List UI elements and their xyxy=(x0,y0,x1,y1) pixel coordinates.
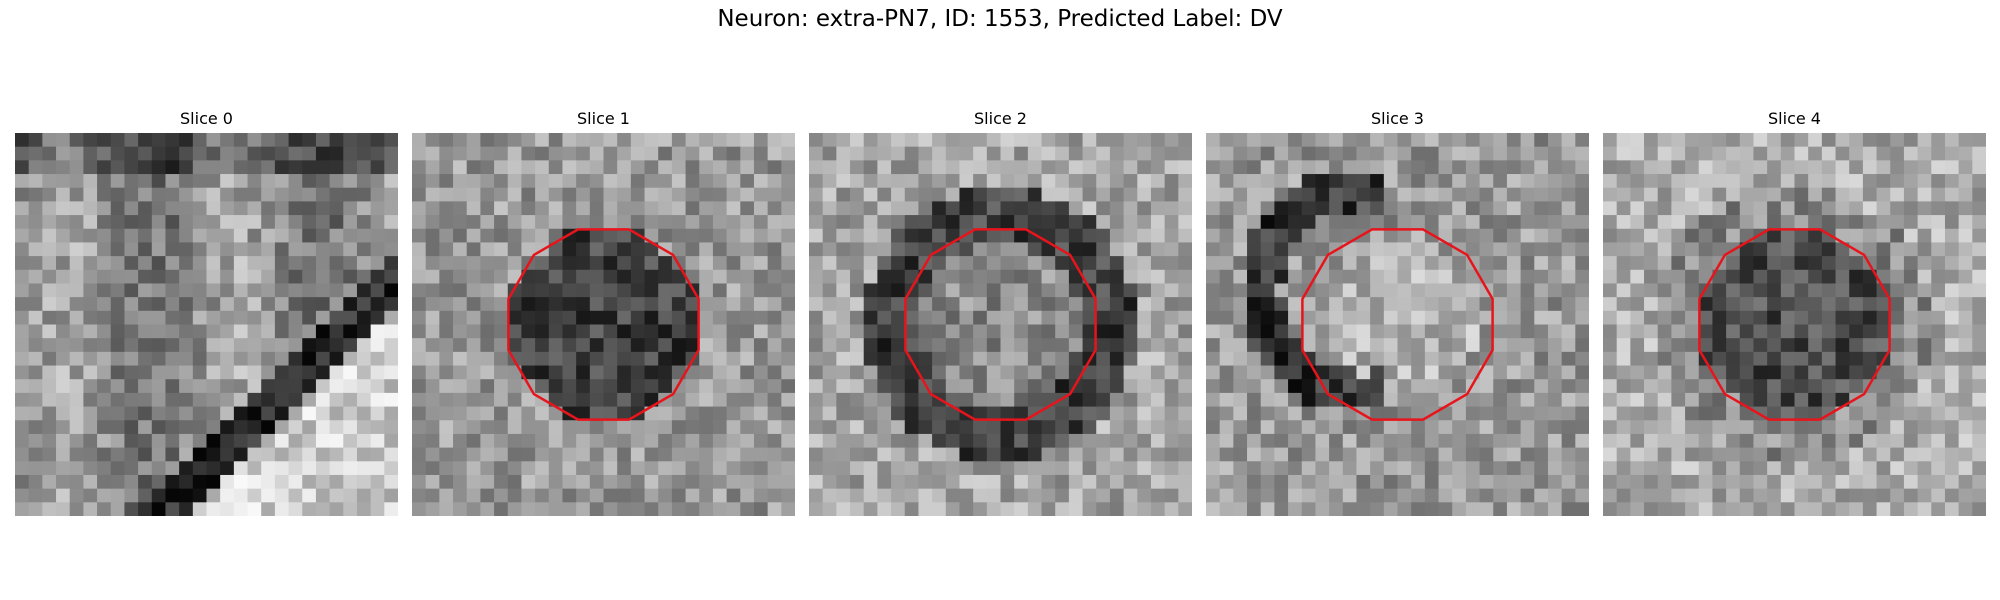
slice-title-3: Slice 3 xyxy=(1371,109,1424,128)
slice-title-1: Slice 1 xyxy=(577,109,630,128)
roi-outline-4 xyxy=(1698,228,1891,421)
roi-outline-3 xyxy=(1301,228,1494,421)
figure-title: Neuron: extra-PN7, ID: 1553, Predicted L… xyxy=(717,6,1283,32)
roi-outline-2 xyxy=(904,228,1097,421)
slice-title-0: Slice 0 xyxy=(180,109,233,128)
slice-image-1 xyxy=(412,133,795,516)
slice-image-2 xyxy=(809,133,1192,516)
slice-image-4 xyxy=(1603,133,1986,516)
slice-panel-1: Slice 1 xyxy=(412,108,795,516)
slice-image-0 xyxy=(15,133,398,516)
slice-image-3 xyxy=(1206,133,1589,516)
roi-outline-1 xyxy=(507,228,700,421)
slice-panel-0: Slice 0 xyxy=(15,108,398,516)
slice-title-2: Slice 2 xyxy=(974,109,1027,128)
slice-panel-3: Slice 3 xyxy=(1206,108,1589,516)
slice-panel-2: Slice 2 xyxy=(809,108,1192,516)
slice-panel-4: Slice 4 xyxy=(1603,108,1986,516)
slice-title-4: Slice 4 xyxy=(1768,109,1821,128)
